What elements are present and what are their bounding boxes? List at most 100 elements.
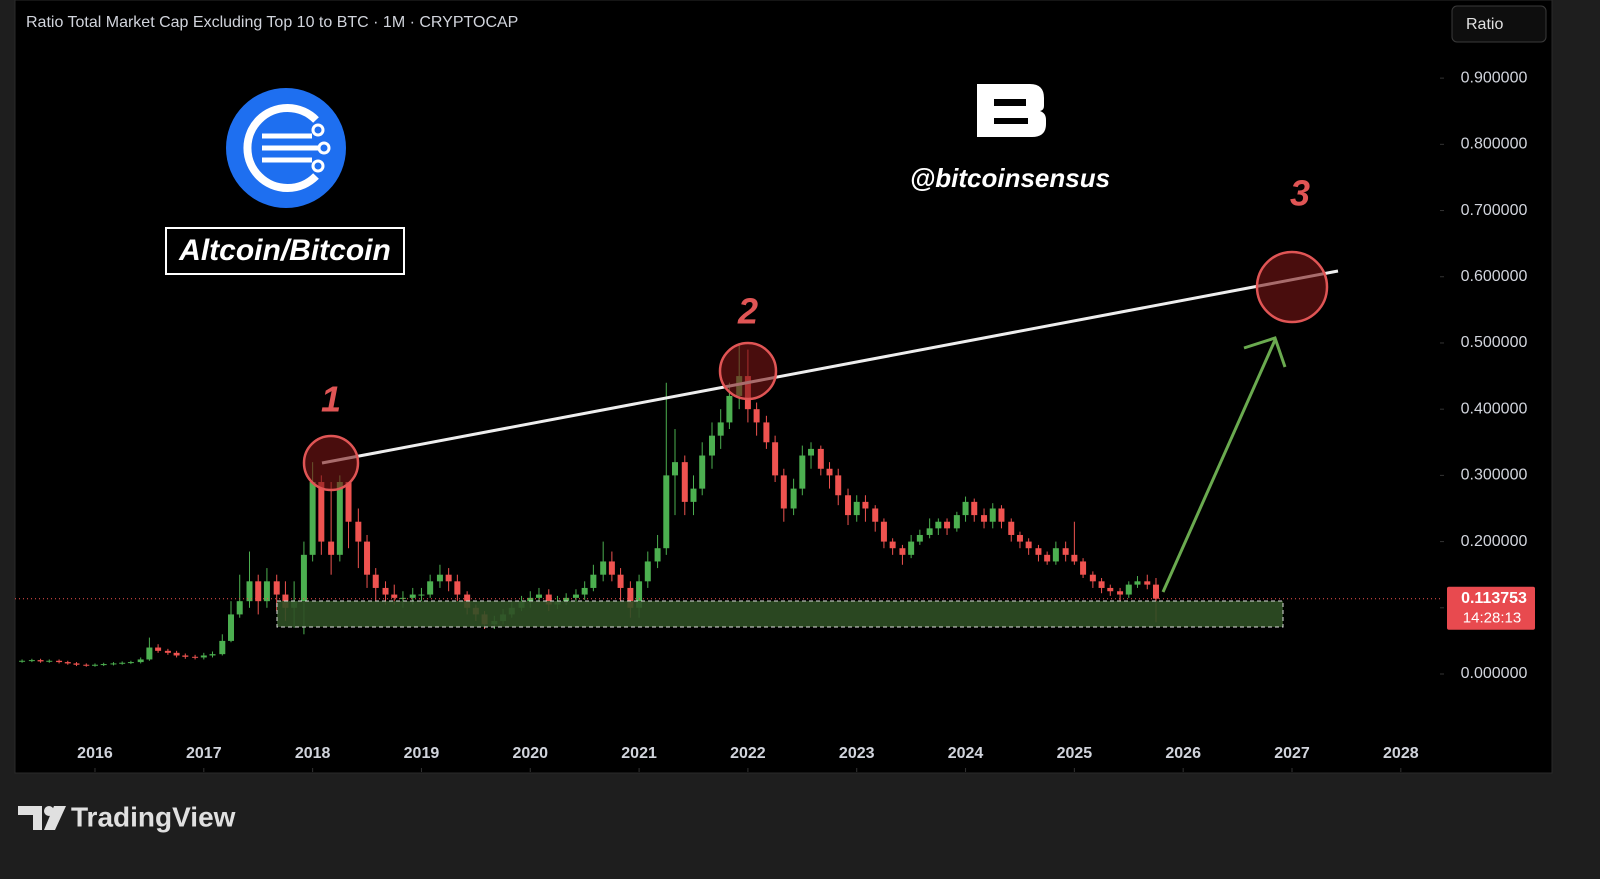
touch-circle [718, 341, 778, 401]
x-tick-label: 2027 [1274, 745, 1310, 762]
candle-body [119, 662, 126, 664]
x-tick-label: 2018 [295, 745, 331, 762]
candle-body [763, 422, 770, 443]
x-tick-label: 2028 [1383, 745, 1419, 762]
candle-body [300, 554, 307, 602]
candle-body [690, 488, 697, 502]
x-tick-label: 2024 [948, 745, 984, 762]
candle-body [418, 594, 425, 596]
candle-body [1134, 581, 1141, 585]
candle-body [654, 548, 661, 562]
candle-body [192, 656, 199, 658]
candle-body [173, 652, 180, 656]
candle-body [345, 482, 352, 522]
candle-body [255, 581, 262, 602]
footer-brand: TradingView [71, 801, 236, 832]
candle-body [445, 574, 452, 582]
candle-body [409, 594, 416, 598]
candle-body [845, 495, 852, 516]
y-tick-label: 0.200000 [1461, 533, 1528, 550]
candle-body [263, 581, 270, 602]
candle-body [1125, 584, 1132, 595]
candle-body [91, 664, 98, 666]
candle-body [799, 455, 806, 489]
candle-body [436, 574, 443, 582]
candle-body [372, 574, 379, 588]
candle-body [246, 581, 253, 602]
scale-button-label[interactable]: Ratio [1466, 16, 1503, 33]
candle-body [1117, 591, 1124, 595]
candle-body [572, 594, 579, 598]
candle-body [182, 655, 189, 657]
candle-body [28, 660, 35, 662]
last-price-label: 0.113753 [1461, 590, 1527, 607]
candle-body [454, 581, 461, 595]
candle-body [318, 482, 325, 542]
candle-body [998, 508, 1005, 522]
x-tick-label: 2026 [1165, 745, 1201, 762]
candle-body [981, 515, 988, 522]
candle-body [382, 587, 389, 595]
candle-body [1008, 521, 1015, 535]
candle-body [1071, 554, 1078, 562]
candle-body [908, 541, 915, 555]
trend-line [321, 269, 1339, 465]
candle-body [336, 482, 343, 555]
candle-body [545, 594, 552, 605]
candle-body [137, 659, 144, 663]
candle-body [953, 515, 960, 529]
candle-body [627, 587, 634, 608]
candle-body [717, 422, 724, 436]
projection-arrow [1161, 336, 1287, 593]
candle-body [200, 655, 207, 658]
bar-countdown: 14:28:13 [1463, 610, 1521, 627]
candle-body [916, 534, 923, 542]
candle-body [164, 650, 171, 653]
candle-body [826, 468, 833, 476]
x-tick-label: 2020 [512, 745, 548, 762]
candle-body [989, 508, 996, 522]
y-tick-label: 0.300000 [1461, 467, 1528, 484]
candle-body [1089, 574, 1096, 582]
candle-body [56, 660, 63, 663]
candle-body [1035, 548, 1042, 555]
chart-title: Ratio Total Market Cap Excluding Top 10 … [26, 14, 518, 31]
y-tick-label: 0.900000 [1461, 69, 1528, 86]
touch-circle [302, 434, 360, 492]
handle: @bitcoinsensus [910, 163, 1110, 193]
brand-label: Altcoin/Bitcoin [178, 234, 391, 267]
candle-body [427, 581, 434, 595]
candle-body [64, 662, 71, 664]
candle-body [127, 662, 134, 664]
candle-body [563, 597, 570, 602]
brand-box [165, 227, 405, 275]
candle-body [1025, 541, 1032, 549]
bitcoinsensus-logo [977, 84, 1046, 137]
candle-body [209, 654, 216, 656]
candle-body [219, 640, 226, 655]
y-tick-label: 0.400000 [1461, 400, 1528, 417]
x-tick-label: 2025 [1057, 745, 1093, 762]
candle-body [355, 521, 362, 542]
x-tick-label: 2022 [730, 745, 766, 762]
candle-body [1062, 548, 1069, 555]
candle-body [328, 541, 335, 555]
candle-body [46, 660, 53, 662]
candle-body [590, 574, 597, 588]
candle-body [1098, 581, 1105, 588]
annotation-number: 1 [321, 379, 341, 420]
candle-body [899, 548, 906, 555]
candle-body [971, 501, 978, 516]
y-tick-label: 0.500000 [1461, 334, 1528, 351]
candle-body [1107, 587, 1114, 592]
candle-body [1144, 581, 1151, 585]
candle-body [708, 435, 715, 456]
candle-body [146, 647, 153, 660]
candle-body [772, 442, 779, 476]
candle-body [853, 501, 860, 516]
altcoin-logo [226, 88, 346, 208]
scale-button[interactable] [1451, 5, 1547, 43]
